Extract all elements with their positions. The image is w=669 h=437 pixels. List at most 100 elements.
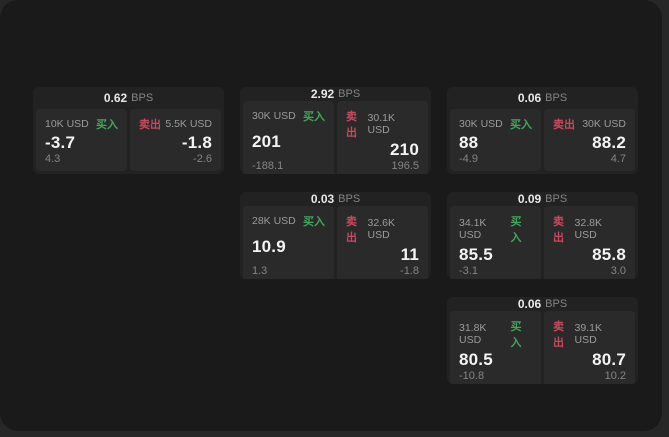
- buy-amount: 31.8K USD: [459, 322, 487, 346]
- sell-price: 210: [390, 140, 419, 159]
- quote-card-3: 0.06 BPS 30K USD 买入 88 -4.9 卖出 30K USD 8…: [447, 87, 638, 174]
- sell-sub-value: -2.6: [193, 153, 212, 165]
- sell-tile-top: 卖出 39.1K USD: [553, 318, 626, 350]
- card-body: 10K USD 买入 -3.7 4.3 卖出 5.5K USD -1.8 -2.…: [33, 109, 224, 174]
- buy-price: 88: [459, 132, 479, 152]
- buy-quote-tile[interactable]: 31.8K USD 买入 80.5 -10.8: [450, 311, 541, 384]
- buy-price: 10.9: [252, 237, 286, 256]
- cards-grid: 0.62 BPS 10K USD 买入 -3.7 4.3 卖出 5.5K USD…: [33, 87, 638, 384]
- buy-quote-tile[interactable]: 30K USD 买入 201 -188.1: [243, 101, 334, 174]
- card-header: 0.09 BPS: [447, 192, 638, 206]
- sell-sub-value: -1.8: [400, 265, 419, 277]
- sell-label: 卖出: [346, 216, 357, 244]
- bps-value: 0.62: [103, 91, 128, 105]
- sell-amount: 32.8K USD: [574, 217, 602, 241]
- card-header: 2.92 BPS: [240, 87, 431, 101]
- bps-value: 0.06: [517, 297, 542, 311]
- buy-amount: 10K USD: [45, 118, 89, 130]
- bps-unit-label: BPS: [545, 193, 568, 205]
- card-header: 0.62 BPS: [33, 87, 224, 109]
- card-body: 30K USD 买入 88 -4.9 卖出 30K USD 88.2 4.7: [447, 109, 638, 174]
- bps-unit-label: BPS: [545, 92, 568, 104]
- sell-tile-top: 卖出 30K USD: [553, 116, 626, 132]
- sell-quote-tile[interactable]: 卖出 39.1K USD 80.7 10.2: [544, 311, 635, 384]
- sell-price: 80.7: [592, 350, 626, 369]
- sell-tile-top: 卖出 32.8K USD: [553, 213, 626, 245]
- sell-label: 卖出: [139, 119, 161, 131]
- buy-tile-top: 10K USD 买入: [45, 116, 118, 132]
- bps-value: 0.03: [310, 192, 335, 206]
- bps-unit-label: BPS: [545, 298, 568, 310]
- sell-tile-top: 卖出 30.1K USD: [346, 108, 419, 140]
- sell-tile-top: 卖出 5.5K USD: [139, 116, 212, 132]
- sell-label: 卖出: [346, 111, 357, 139]
- buy-amount: 30K USD: [252, 110, 296, 122]
- quote-card-2: 2.92 BPS 30K USD 买入 201 -188.1 卖出 30.1K …: [240, 87, 431, 174]
- sell-quote-tile[interactable]: 卖出 32.8K USD 85.8 3.0: [544, 206, 635, 279]
- buy-amount: 28K USD: [252, 215, 296, 227]
- sell-amount: 30K USD: [582, 118, 626, 130]
- sell-amount: 39.1K USD: [574, 322, 602, 346]
- sell-tile-top: 卖出 32.6K USD: [346, 213, 419, 245]
- sell-label: 卖出: [553, 119, 575, 131]
- buy-tile-top: 31.8K USD 买入: [459, 318, 532, 350]
- sell-amount: 5.5K USD: [165, 118, 212, 130]
- sell-quote-tile[interactable]: 卖出 32.6K USD 11 -1.8: [337, 206, 428, 279]
- buy-sub-value: 1.3: [252, 265, 268, 277]
- buy-quote-tile[interactable]: 30K USD 买入 88 -4.9: [450, 109, 541, 171]
- buy-sub-value: -4.9: [459, 153, 478, 165]
- card-body: 30K USD 买入 201 -188.1 卖出 30.1K USD 210 1…: [240, 101, 431, 174]
- buy-label: 买入: [510, 216, 522, 244]
- buy-quote-tile[interactable]: 28K USD 买入 10.9 1.3: [243, 206, 334, 279]
- buy-sub-value: 4.3: [45, 153, 61, 165]
- buy-tile-top: 30K USD 买入: [252, 108, 325, 124]
- buy-label: 买入: [510, 119, 532, 131]
- bps-unit-label: BPS: [338, 193, 361, 205]
- sell-quote-tile[interactable]: 卖出 30K USD 88.2 4.7: [544, 109, 635, 171]
- card-header: 0.06 BPS: [447, 87, 638, 109]
- card-header: 0.06 BPS: [447, 297, 638, 311]
- buy-label: 买入: [303, 216, 325, 228]
- bps-unit-label: BPS: [338, 88, 361, 100]
- sell-price: 85.8: [592, 245, 626, 264]
- buy-price: 80.5: [459, 350, 493, 369]
- quote-card-6: 0.06 BPS 31.8K USD 买入 80.5 -10.8 卖出 39.1…: [447, 297, 638, 384]
- sell-label: 卖出: [553, 216, 564, 244]
- buy-price: 85.5: [459, 245, 493, 264]
- quote-card-5: 0.09 BPS 34.1K USD 买入 85.5 -3.1 卖出 32.8K…: [447, 192, 638, 279]
- buy-tile-top: 28K USD 买入: [252, 213, 325, 229]
- sell-amount: 32.6K USD: [367, 217, 395, 241]
- sell-sub-value: 3.0: [610, 265, 626, 277]
- buy-sub-value: -3.1: [459, 265, 478, 277]
- bps-value: 0.09: [517, 192, 542, 206]
- buy-tile-top: 30K USD 买入: [459, 116, 532, 132]
- sell-price: 88.2: [592, 132, 626, 152]
- buy-quote-tile[interactable]: 34.1K USD 买入 85.5 -3.1: [450, 206, 541, 279]
- buy-tile-top: 34.1K USD 买入: [459, 213, 532, 245]
- buy-amount: 34.1K USD: [459, 217, 487, 241]
- sell-quote-tile[interactable]: 卖出 5.5K USD -1.8 -2.6: [130, 109, 221, 171]
- buy-price: 201: [252, 132, 281, 151]
- sell-sub-value: 10.2: [604, 370, 626, 382]
- bps-value: 0.06: [517, 91, 542, 105]
- sell-sub-value: 4.7: [610, 153, 626, 165]
- bps-unit-label: BPS: [131, 92, 154, 104]
- sell-label: 卖出: [553, 321, 564, 349]
- buy-quote-tile[interactable]: 10K USD 买入 -3.7 4.3: [36, 109, 127, 171]
- buy-label: 买入: [303, 111, 325, 123]
- quote-card-4: 0.03 BPS 28K USD 买入 10.9 1.3 卖出 32.6K US…: [240, 192, 431, 279]
- buy-amount: 30K USD: [459, 118, 503, 130]
- buy-sub-value: -188.1: [252, 160, 284, 172]
- bps-value: 2.92: [310, 87, 335, 101]
- quote-card-1: 0.62 BPS 10K USD 买入 -3.7 4.3 卖出 5.5K USD…: [33, 87, 224, 174]
- card-body: 31.8K USD 买入 80.5 -10.8 卖出 39.1K USD 80.…: [447, 311, 638, 384]
- card-body: 34.1K USD 买入 85.5 -3.1 卖出 32.8K USD 85.8…: [447, 206, 638, 279]
- card-body: 28K USD 买入 10.9 1.3 卖出 32.6K USD 11 -1.8: [240, 206, 431, 279]
- sell-quote-tile[interactable]: 卖出 30.1K USD 210 196.5: [337, 101, 428, 174]
- buy-label: 买入: [510, 321, 522, 349]
- sell-price: 11: [400, 245, 419, 264]
- sell-sub-value: 196.5: [391, 160, 419, 172]
- sell-price: -1.8: [181, 132, 212, 152]
- buy-sub-value: -10.8: [459, 370, 485, 382]
- card-header: 0.03 BPS: [240, 192, 431, 206]
